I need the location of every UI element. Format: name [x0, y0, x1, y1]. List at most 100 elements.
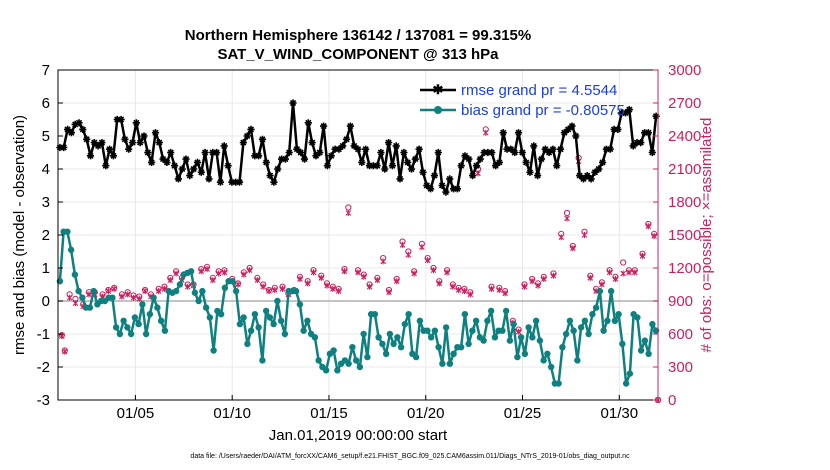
rmse-point — [174, 175, 182, 183]
x-tick-label: 01/15 — [310, 405, 348, 422]
obs-assimilated-marker — [335, 288, 342, 295]
obs-assimilated-marker — [297, 276, 303, 282]
rmse-point — [362, 145, 370, 153]
rmse-point — [602, 145, 610, 153]
rmse-point — [289, 99, 297, 107]
bias-point — [480, 337, 487, 344]
obs-assimilated-marker — [496, 287, 503, 293]
rmse-point — [469, 172, 477, 180]
rmse-point — [136, 139, 144, 147]
obs-assimilated-marker — [324, 282, 330, 289]
obs-assimilated-marker — [502, 290, 508, 297]
bias-point — [139, 301, 146, 308]
rmse-point — [327, 152, 335, 160]
rmse-point — [392, 142, 400, 150]
rmse-point — [492, 162, 500, 170]
rmse-point — [90, 139, 98, 147]
rmse-point — [94, 142, 102, 150]
x-axis-label: Jan.01,2019 00:00:00 start — [269, 427, 448, 444]
bias-point — [487, 307, 495, 315]
right-y-axis-label: # of obs: o=possible; ×=assimilated — [698, 118, 715, 353]
rmse-point — [190, 165, 198, 173]
rmse-point — [495, 158, 503, 166]
obs-assimilated-marker — [204, 266, 210, 273]
bias-point — [236, 320, 244, 328]
bias-point — [109, 294, 116, 301]
obs-assimilated-marker — [488, 285, 495, 292]
bias-point — [135, 320, 142, 328]
rmse-point — [530, 142, 538, 150]
rmse-point — [610, 125, 618, 133]
obs-assimilated-marker — [411, 270, 417, 277]
obs-assimilated-marker — [235, 281, 241, 288]
bias-point — [191, 289, 199, 296]
rmse-point — [182, 155, 190, 163]
obs-assimilated-marker — [173, 270, 179, 277]
rmse-point — [278, 155, 286, 163]
bias-point — [75, 287, 82, 295]
obs-assimilated-marker — [142, 288, 148, 295]
rmse-point — [300, 155, 309, 163]
obs-assimilated-marker — [254, 277, 261, 284]
obs-assimilated-marker — [318, 274, 325, 281]
rmse-point — [476, 155, 484, 163]
obs-assimilated-marker — [61, 348, 68, 355]
obs-assimilated-marker — [599, 281, 605, 288]
obs-assimilated-marker — [570, 245, 576, 252]
obs-assimilated-marker — [467, 291, 474, 298]
rmse-point — [64, 125, 72, 133]
rmse-point — [285, 148, 293, 157]
obs-assimilated-marker — [210, 277, 216, 284]
bias-point — [450, 350, 457, 357]
obs-assimilated-marker — [399, 241, 406, 248]
bias-point — [364, 353, 371, 361]
left-tick-label: -2 — [37, 359, 50, 376]
obs-assimilated-marker — [241, 271, 247, 278]
obs-assimilated-marker — [86, 291, 92, 298]
bias-point — [491, 334, 499, 341]
bias-point — [641, 337, 649, 344]
bias-point — [424, 327, 431, 334]
left-tick-label: 0 — [42, 293, 50, 310]
rmse-point — [163, 158, 171, 166]
obs-assimilated-marker — [550, 272, 557, 279]
rmse-point — [132, 119, 140, 127]
obs-assimilated-marker — [246, 267, 253, 274]
bias-point — [529, 334, 536, 341]
rmse-point — [618, 109, 626, 117]
rmse-point — [625, 106, 633, 114]
obs-assimilated-marker — [374, 277, 381, 284]
left-tick-label: 3 — [42, 194, 50, 211]
rmse-point — [350, 142, 358, 150]
bias-point — [161, 327, 169, 334]
bias-point — [619, 340, 626, 348]
bias-point — [589, 311, 596, 318]
x-tick-label: 01/20 — [407, 405, 445, 422]
bias-point — [566, 317, 574, 324]
bias-point — [442, 324, 450, 331]
bias-point — [292, 287, 300, 295]
rmse-point — [109, 152, 117, 160]
legend-bias-marker — [434, 106, 442, 114]
rmse-point — [614, 125, 622, 133]
obs-assimilated-marker — [612, 276, 619, 282]
rmse-point — [60, 143, 68, 152]
rmse-point — [568, 122, 576, 130]
bias-point — [465, 340, 472, 348]
chart-title-line2: SAT_V_WIND_COMPONENT @ 313 hPa — [217, 46, 499, 63]
obs-assimilated-marker — [564, 215, 570, 222]
rmse-point — [438, 181, 446, 190]
rmse-point — [461, 152, 469, 160]
bias-point — [457, 344, 465, 351]
obs-assimilated-marker — [535, 282, 541, 289]
bias-point — [431, 327, 439, 334]
bias-point — [506, 337, 514, 344]
bias-point — [240, 314, 247, 321]
bias-point — [615, 311, 622, 318]
bias-point — [607, 287, 615, 295]
rmse-point — [442, 188, 450, 196]
bias-point — [645, 350, 652, 357]
rmse-point — [335, 145, 343, 153]
obs-possible-marker — [620, 259, 627, 266]
